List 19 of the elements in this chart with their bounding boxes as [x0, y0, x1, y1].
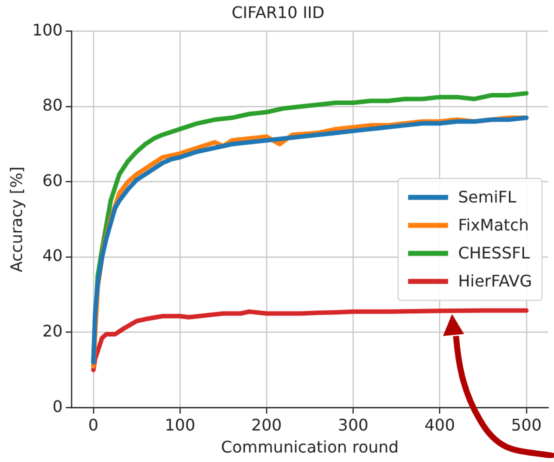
legend-label: CHESSFL — [458, 244, 530, 263]
y-tick-label: 100 — [32, 20, 63, 40]
y-tick-label: 80 — [42, 96, 63, 115]
y-tick-label: 60 — [42, 170, 63, 190]
x-tick-label: 300 — [338, 415, 368, 434]
y-tick-label: 40 — [42, 246, 63, 266]
x-tick-label: 400 — [424, 415, 456, 434]
x-tick-label: 500 — [511, 415, 542, 434]
legend-label: SemiFL — [458, 188, 516, 207]
legend-label: FixMatch — [458, 216, 529, 235]
y-tick-label: 0 — [52, 396, 63, 416]
x-tick-label: 0 — [88, 415, 98, 434]
y-tick-label: 20 — [42, 321, 63, 340]
x-tick-label: 100 — [164, 415, 196, 434]
x-tick-label: 200 — [251, 415, 282, 434]
chart-title: CIFAR10 IID — [232, 2, 324, 22]
x-axis-title: Communication round — [221, 438, 399, 457]
legend-label: HierFAVG — [458, 272, 532, 291]
y-axis-title: Accuracy [%] — [6, 166, 26, 272]
